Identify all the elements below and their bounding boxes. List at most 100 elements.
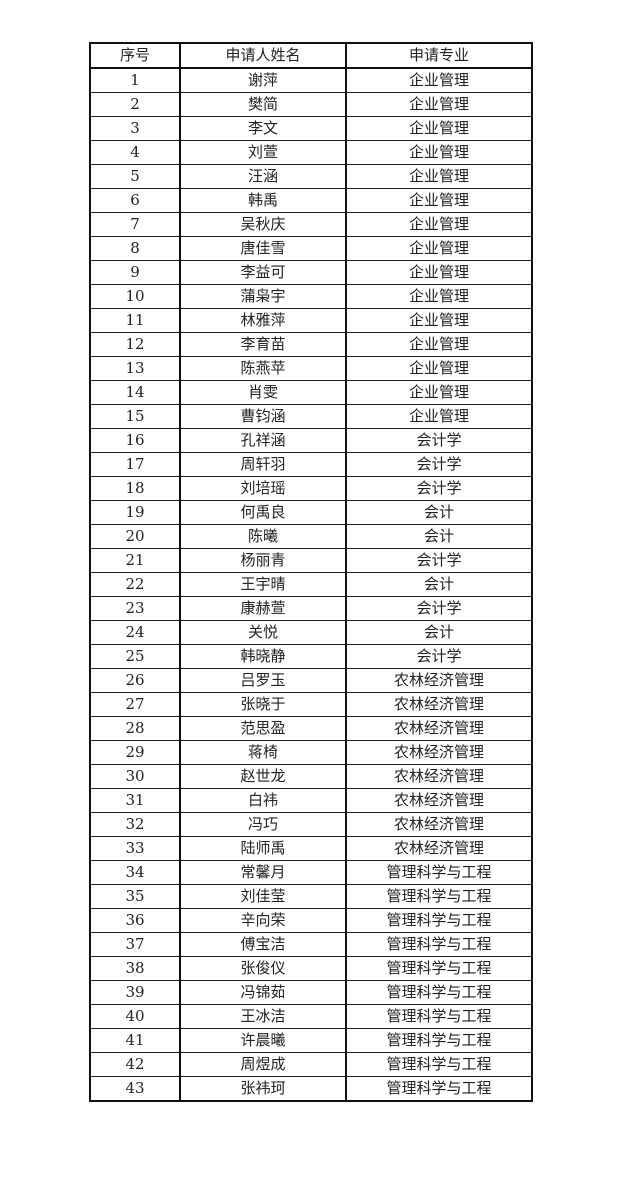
cell-name: 樊简 — [179, 92, 347, 117]
cell-major: 管理科学与工程 — [345, 1076, 533, 1102]
table-row: 42 周煜成 管理科学与工程 — [89, 1052, 533, 1077]
cell-index: 43 — [89, 1076, 181, 1102]
table-row: 4 刘萱 企业管理 — [89, 140, 533, 165]
table-row: 11 林雅萍 企业管理 — [89, 308, 533, 333]
cell-name: 曹钧涵 — [179, 404, 347, 429]
cell-name: 关悦 — [179, 620, 347, 645]
table-row: 1 谢萍 企业管理 — [89, 67, 533, 93]
cell-major: 企业管理 — [345, 236, 533, 261]
table-row: 13 陈燕苹 企业管理 — [89, 356, 533, 381]
cell-name: 汪涵 — [179, 164, 347, 189]
cell-name: 冯巧 — [179, 812, 347, 837]
table-row: 17 周轩羽 会计学 — [89, 452, 533, 477]
cell-name: 陈曦 — [179, 524, 347, 549]
table-row: 26 吕罗玉 农林经济管理 — [89, 668, 533, 693]
cell-index: 12 — [89, 332, 181, 357]
cell-name: 何禹良 — [179, 500, 347, 525]
cell-name: 吴秋庆 — [179, 212, 347, 237]
cell-major: 会计 — [345, 524, 533, 549]
table-row: 35 刘佳莹 管理科学与工程 — [89, 884, 533, 909]
cell-major: 会计学 — [345, 476, 533, 501]
cell-major: 企业管理 — [345, 188, 533, 213]
cell-name: 蒲枭宇 — [179, 284, 347, 309]
cell-major: 企业管理 — [345, 308, 533, 333]
cell-name: 常馨月 — [179, 860, 347, 885]
header-name: 申请人姓名 — [179, 42, 347, 69]
table-row: 37 傅宝洁 管理科学与工程 — [89, 932, 533, 957]
cell-major: 农林经济管理 — [345, 740, 533, 765]
cell-name: 孔祥涵 — [179, 428, 347, 453]
cell-index: 9 — [89, 260, 181, 285]
cell-major: 管理科学与工程 — [345, 980, 533, 1005]
table-row: 8 唐佳雪 企业管理 — [89, 236, 533, 261]
cell-index: 31 — [89, 788, 181, 813]
table-row: 22 王宇晴 会计 — [89, 572, 533, 597]
cell-major: 农林经济管理 — [345, 668, 533, 693]
cell-name: 韩禹 — [179, 188, 347, 213]
cell-major: 会计学 — [345, 596, 533, 621]
cell-index: 18 — [89, 476, 181, 501]
cell-major: 管理科学与工程 — [345, 1028, 533, 1053]
cell-major: 会计学 — [345, 452, 533, 477]
cell-major: 管理科学与工程 — [345, 1004, 533, 1029]
table-row: 25 韩晓静 会计学 — [89, 644, 533, 669]
cell-index: 1 — [89, 67, 181, 93]
table-row: 27 张晓于 农林经济管理 — [89, 692, 533, 717]
cell-index: 3 — [89, 116, 181, 141]
table-row: 20 陈曦 会计 — [89, 524, 533, 549]
cell-index: 28 — [89, 716, 181, 741]
cell-name: 刘佳莹 — [179, 884, 347, 909]
cell-name: 范思盈 — [179, 716, 347, 741]
cell-index: 5 — [89, 164, 181, 189]
cell-index: 4 — [89, 140, 181, 165]
cell-index: 32 — [89, 812, 181, 837]
cell-major: 企业管理 — [345, 404, 533, 429]
cell-index: 7 — [89, 212, 181, 237]
cell-major: 会计 — [345, 572, 533, 597]
cell-name: 张俊仪 — [179, 956, 347, 981]
cell-name: 张祎珂 — [179, 1076, 347, 1102]
cell-name: 李文 — [179, 116, 347, 141]
table-row: 12 李育苗 企业管理 — [89, 332, 533, 357]
cell-major: 会计学 — [345, 548, 533, 573]
table-row: 14 肖雯 企业管理 — [89, 380, 533, 405]
cell-index: 20 — [89, 524, 181, 549]
cell-index: 15 — [89, 404, 181, 429]
cell-index: 22 — [89, 572, 181, 597]
cell-major: 农林经济管理 — [345, 836, 533, 861]
cell-name: 韩晓静 — [179, 644, 347, 669]
cell-major: 企业管理 — [345, 380, 533, 405]
cell-major: 企业管理 — [345, 140, 533, 165]
cell-name: 肖雯 — [179, 380, 347, 405]
cell-major: 管理科学与工程 — [345, 860, 533, 885]
cell-name: 陈燕苹 — [179, 356, 347, 381]
table-row: 29 蒋椅 农林经济管理 — [89, 740, 533, 765]
cell-index: 13 — [89, 356, 181, 381]
cell-name: 陆师禹 — [179, 836, 347, 861]
cell-index: 23 — [89, 596, 181, 621]
cell-major: 企业管理 — [345, 92, 533, 117]
cell-major: 农林经济管理 — [345, 716, 533, 741]
cell-index: 11 — [89, 308, 181, 333]
cell-index: 10 — [89, 284, 181, 309]
cell-index: 2 — [89, 92, 181, 117]
table-row: 28 范思盈 农林经济管理 — [89, 716, 533, 741]
cell-index: 21 — [89, 548, 181, 573]
cell-name: 白祎 — [179, 788, 347, 813]
cell-major: 会计学 — [345, 644, 533, 669]
cell-name: 许晨曦 — [179, 1028, 347, 1053]
cell-major: 管理科学与工程 — [345, 908, 533, 933]
cell-major: 企业管理 — [345, 260, 533, 285]
table-row: 5 汪涵 企业管理 — [89, 164, 533, 189]
cell-index: 16 — [89, 428, 181, 453]
table-row: 18 刘培瑶 会计学 — [89, 476, 533, 501]
cell-index: 25 — [89, 644, 181, 669]
cell-name: 冯锦茹 — [179, 980, 347, 1005]
cell-index: 36 — [89, 908, 181, 933]
cell-name: 谢萍 — [179, 67, 347, 93]
cell-index: 17 — [89, 452, 181, 477]
cell-major: 农林经济管理 — [345, 764, 533, 789]
cell-major: 农林经济管理 — [345, 692, 533, 717]
cell-major: 会计 — [345, 620, 533, 645]
cell-name: 康赫萱 — [179, 596, 347, 621]
